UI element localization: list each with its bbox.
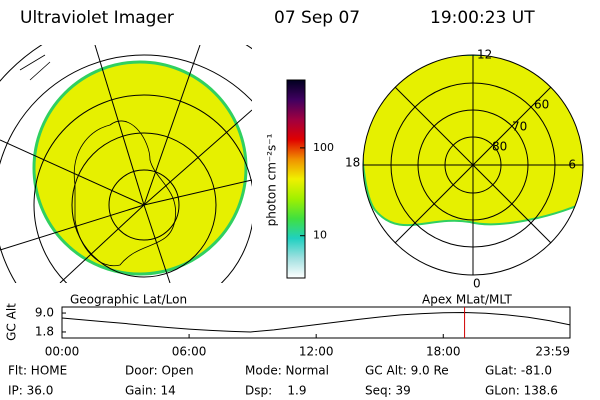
x-tick-label: 06:00 (172, 345, 207, 359)
info-field: Flt: HOME (8, 364, 67, 378)
colorbar-label: photon cm⁻²s⁻¹ (265, 133, 279, 226)
info-field: Door: Open (125, 364, 194, 378)
mlt-label: 0 (473, 277, 481, 291)
info-field: Seq: 39 (365, 384, 411, 398)
alt-line (61, 312, 571, 333)
info-field: Dsp: 1.9 (245, 384, 307, 398)
uv-image (363, 55, 583, 227)
info-field: GC Alt: 9.0 Re (365, 364, 449, 378)
instrument: Ultraviolet Imager (20, 8, 174, 28)
x-tick-label: 12:00 (299, 345, 334, 359)
info-field: Gain: 14 (125, 384, 176, 398)
colorbar-tick-label: 10 (313, 229, 327, 242)
y-tick-label: 1.8 (35, 324, 54, 338)
mag-map (362, 54, 584, 276)
plot-frame (61, 306, 571, 339)
y-axis-label: GC Alt (5, 303, 19, 341)
mlt-label: 6 (568, 158, 576, 172)
mlt-label: 12 (477, 48, 492, 62)
uv-image (32, 60, 248, 276)
colorbar-tick-label: 100 (313, 141, 334, 154)
x-tick-label: 23:59 (535, 345, 570, 359)
time: 19:00:23 UT (430, 8, 535, 28)
info-field: GLat: -81.0 (485, 364, 552, 378)
mlat-label: 80 (492, 140, 507, 154)
mlt-label: 18 (345, 156, 360, 170)
map-label: Apex MLat/MLT (422, 293, 512, 307)
info-field: IP: 36.0 (8, 384, 53, 398)
x-tick-label: 00:00 (45, 345, 80, 359)
y-tick-label: 9.0 (35, 306, 54, 320)
info-field: Mode: Normal (245, 364, 329, 378)
geo-map (0, 45, 252, 283)
date: 07 Sep 07 (274, 8, 360, 28)
info-field: GLon: 138.6 (485, 384, 558, 398)
map-label: Geographic Lat/Lon (70, 293, 187, 307)
x-tick-label: 18:00 (426, 345, 461, 359)
mlat-label: 70 (512, 120, 527, 134)
mlat-label: 60 (534, 98, 549, 112)
colorbar (286, 79, 306, 279)
